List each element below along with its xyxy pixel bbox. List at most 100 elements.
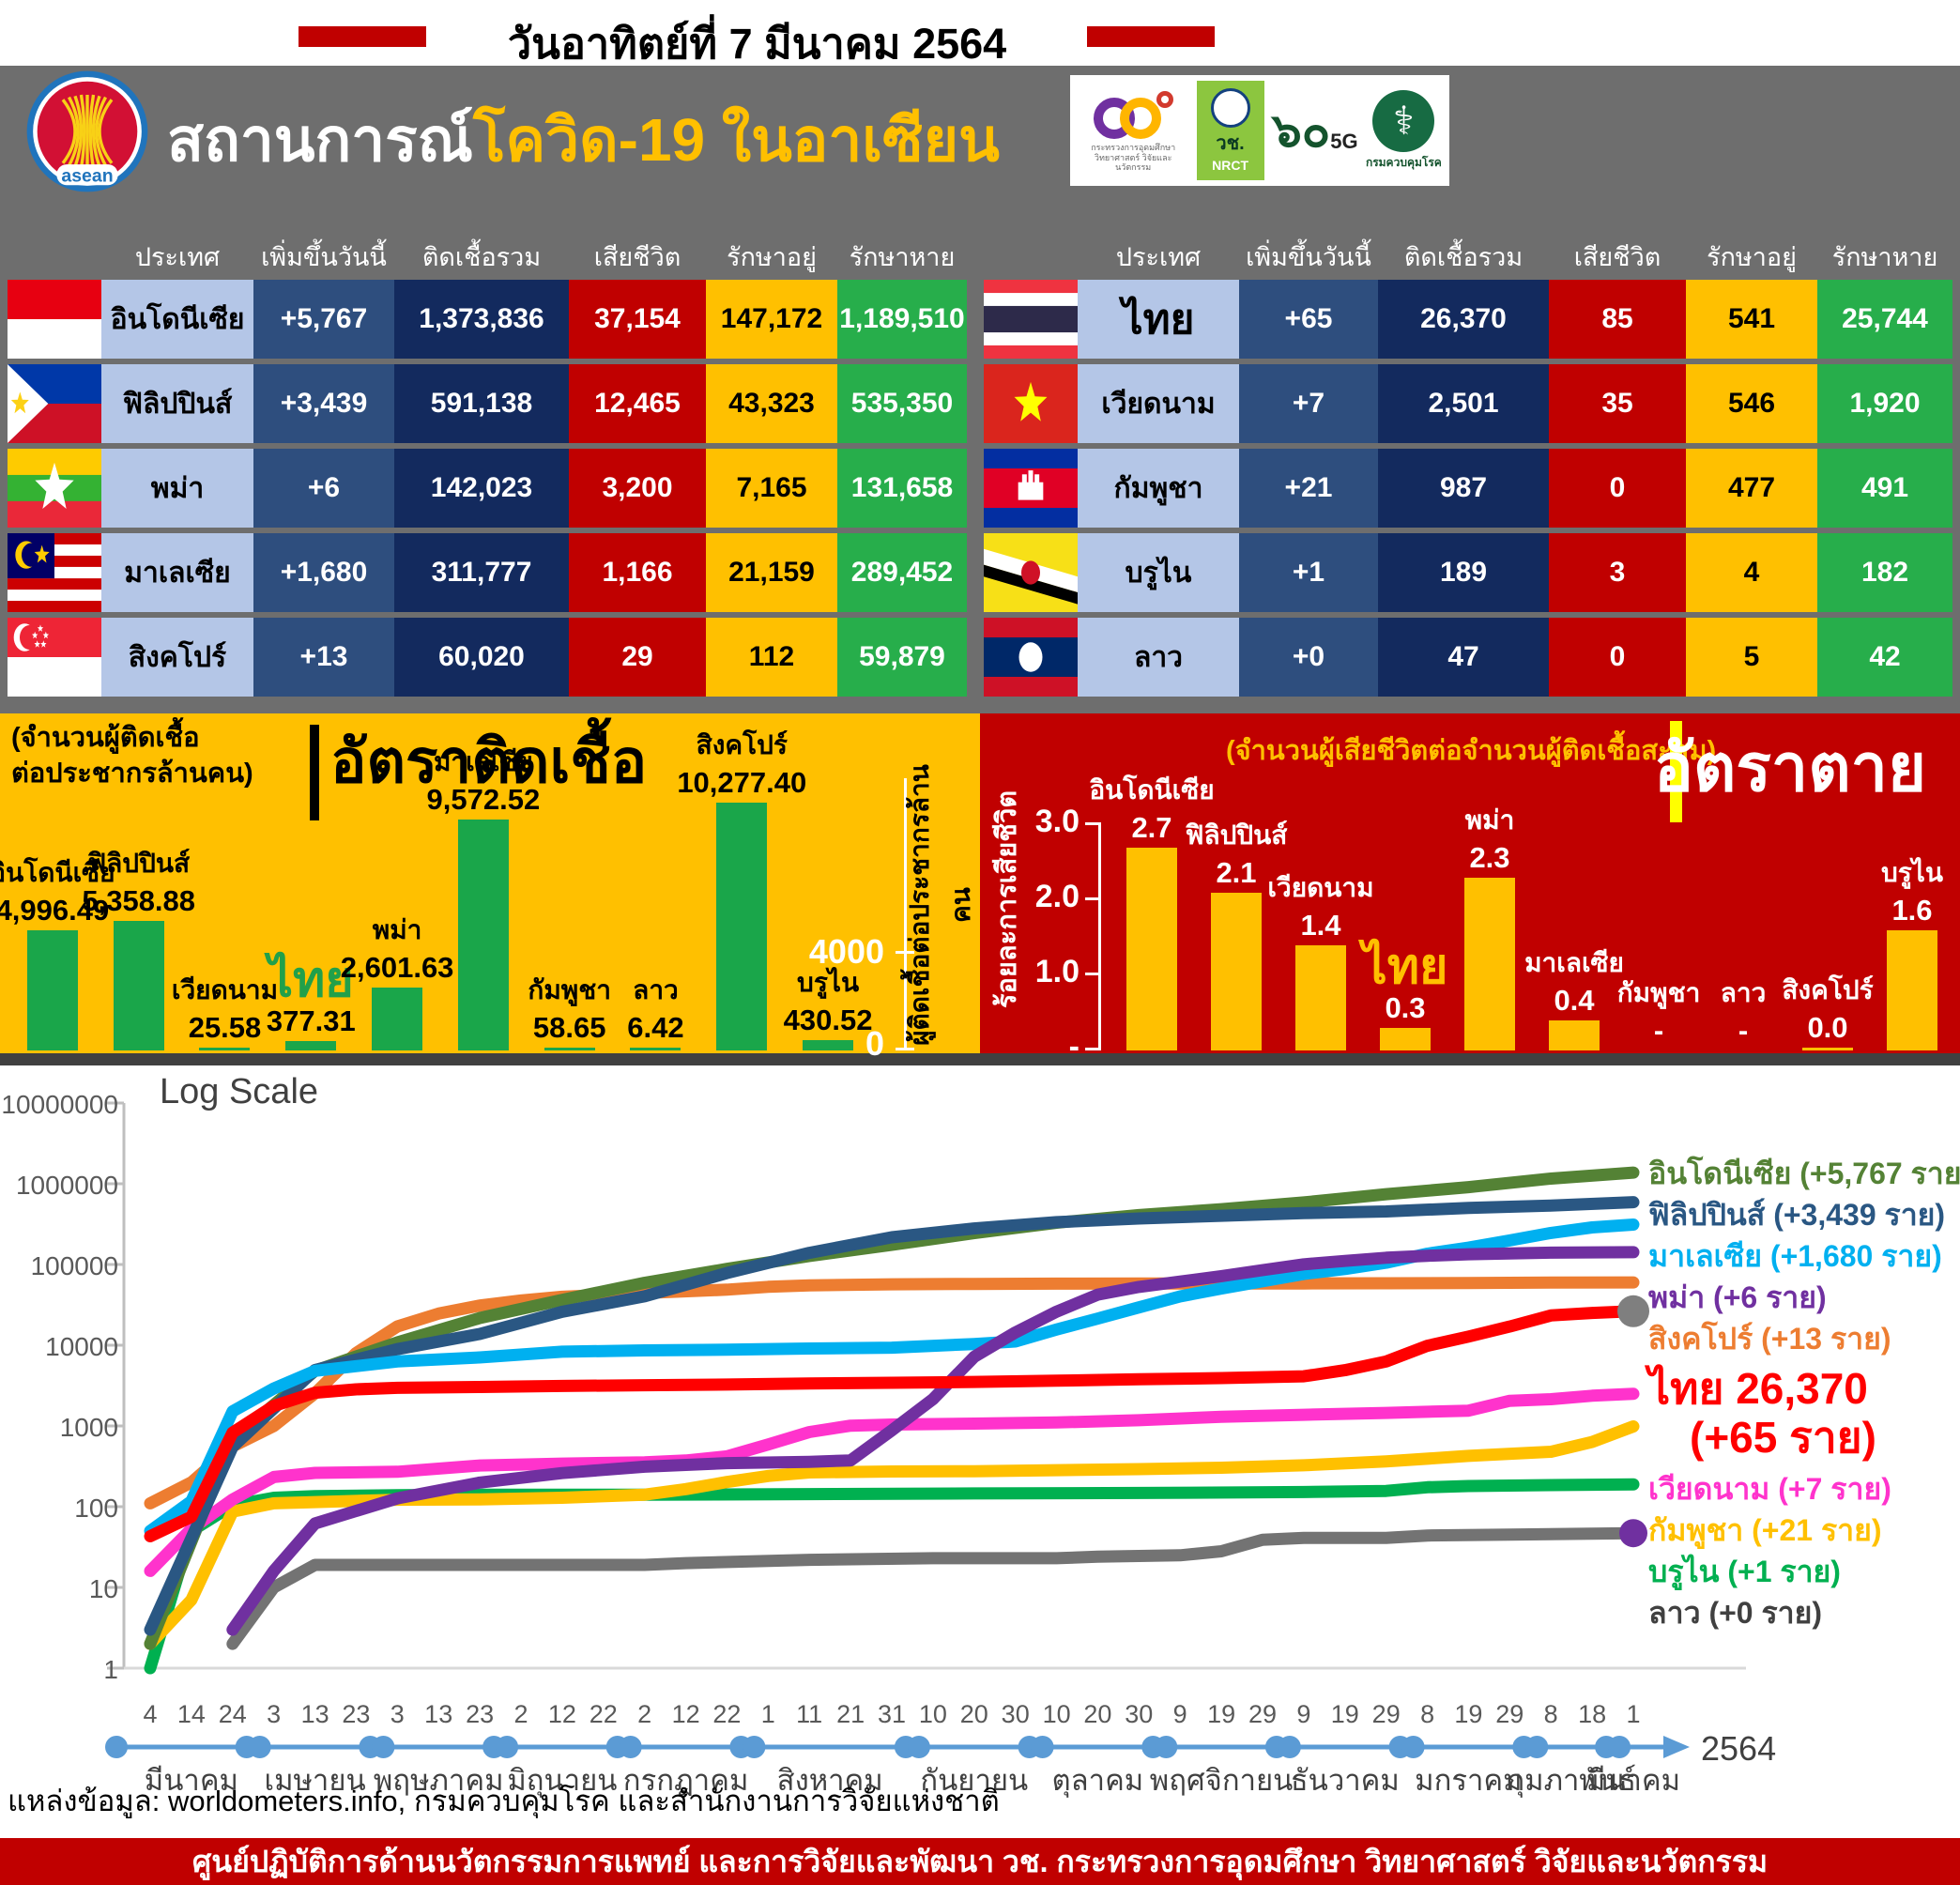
bar-10: บรูไน 430.52: [784, 962, 872, 1050]
bar-label: ลาว: [633, 975, 679, 1004]
country-name: บรูไน: [1078, 533, 1239, 612]
x-month-label: เมษายน: [264, 1764, 365, 1797]
bar-label: พม่า: [1464, 805, 1515, 835]
new-cases-cell: +1,680: [253, 533, 394, 612]
th-flag-icon: [984, 280, 1078, 359]
axis-label-0: 0: [865, 1024, 884, 1063]
x-tick-day: 10: [1043, 1700, 1071, 1728]
country-name: ไทย: [1078, 280, 1239, 359]
x-tick-day: 18: [1578, 1700, 1606, 1728]
x-tick-day: 14: [177, 1700, 206, 1728]
recovered-cell: 59,879: [837, 618, 967, 697]
x-tick-day: 29: [1248, 1700, 1277, 1728]
bar-value: 1.6: [1891, 894, 1933, 927]
my-flag-icon: [8, 533, 101, 612]
bar-label: อินโดนีเซีย: [1089, 775, 1215, 805]
x-tick-day: 9: [1296, 1700, 1310, 1728]
new-cases-cell: +0: [1239, 618, 1378, 697]
bar-value: 6.42: [627, 1011, 684, 1044]
bar-rect: [199, 1048, 251, 1050]
x-tick-day: 20: [1083, 1700, 1111, 1728]
country-tables-section: ประเทศ เพิ่มขึ้นวันนี้ ติดเชื้อรวม เสียชีวิ…: [0, 197, 1960, 713]
total-cases-cell: 591,138: [394, 364, 569, 443]
five-g-label: 5G: [1330, 130, 1358, 153]
total-cases-cell: 2,501: [1378, 364, 1549, 443]
country-name: เวียดนาม: [1078, 364, 1239, 443]
deaths-cell: 0: [1549, 449, 1686, 528]
deaths-cell: 29: [569, 618, 706, 697]
active-cases-cell: 7,165: [706, 449, 837, 528]
x-tick-day: 29: [1372, 1700, 1401, 1728]
bar-8: ลาว -: [1701, 973, 1785, 1050]
x-tick-day: 8: [1544, 1700, 1558, 1728]
id-flag-icon: [8, 280, 101, 359]
x-month-label: สิงหาคม: [777, 1764, 883, 1797]
series-เวียดนาม: [144, 1387, 1640, 1577]
bar-8: ลาว 6.42: [613, 970, 699, 1050]
bar-label: สิงคโปร์: [1782, 975, 1874, 1004]
mhesi-60-icon: [1094, 90, 1174, 139]
recovered-cell: 182: [1817, 533, 1952, 612]
bar-label: อินโดนีเซีย: [0, 857, 115, 887]
total-cases-cell: 26,370: [1378, 280, 1549, 359]
main-header: asean สถานการณ์โควิด-19 ในอาเซียน กระทรว…: [0, 66, 1960, 197]
total-cases-cell: 311,777: [394, 533, 569, 612]
column-header: เพิ่มขึ้นวันนี้: [1246, 243, 1371, 271]
total-cases-cell: 142,023: [394, 449, 569, 528]
bar-value: 0.0: [1807, 1011, 1848, 1044]
axis-label: 2.0: [1034, 879, 1080, 914]
x-month-label: พฤศจิกายน: [1150, 1764, 1294, 1797]
sixty-thai-numerals: ๖๐: [1271, 104, 1331, 157]
y-axis-label: 100000: [31, 1251, 118, 1280]
bar-value: 4,996.49: [0, 893, 110, 927]
page-title-yellow: โควิด-19 ในอาเซียน: [472, 106, 1000, 174]
x-tick-day: 29: [1495, 1700, 1524, 1728]
moph-caption: กรมควบคุมโรค: [1365, 155, 1442, 169]
sg-flag-icon: [8, 618, 101, 697]
country-name: มาเลเซีย: [101, 533, 253, 612]
x-tick-day: 20: [960, 1700, 988, 1728]
title-divider-bar: [310, 725, 319, 820]
nrct-emblem-icon: [1210, 88, 1250, 128]
x-tick-day: 12: [672, 1700, 700, 1728]
table-row: อินโดนีเซีย +5,767 1,373,836 37,154 147,172 1…: [8, 280, 967, 359]
x-month-label: มิถุนายน: [507, 1764, 617, 1798]
recovered-cell: 25,744: [1817, 280, 1952, 359]
x-tick-day: 23: [342, 1700, 370, 1728]
bar-label: ลาว: [1720, 978, 1767, 1007]
bar-rect: [285, 1041, 337, 1050]
ph-flag-icon: [8, 364, 101, 443]
legend-entry: สิงคโปร์ (+13 ราย): [1648, 1321, 1891, 1356]
infection-y-axis: [904, 778, 907, 1050]
bar-1: อินโดนีเซีย 2.7: [1089, 770, 1215, 1050]
axis-tick: [896, 951, 914, 954]
death-chart-title: อัตราตาย: [1653, 731, 1926, 805]
bar-label: เวียดนาม: [171, 975, 279, 1004]
x-tick-day: 2: [513, 1700, 528, 1728]
bar-3: เวียดนาม 1.4: [1267, 867, 1374, 1050]
bar-4: ไทย 0.3: [1363, 942, 1447, 1050]
country-name: สิงคโปร์: [101, 618, 253, 697]
column-header: รักษาอยู่: [1707, 243, 1797, 271]
deaths-cell: 3,200: [569, 449, 706, 528]
series-end-dot: [1617, 1295, 1649, 1327]
active-cases-cell: 546: [1686, 364, 1817, 443]
bar-rect: [630, 1048, 681, 1050]
x-tick-day: 12: [548, 1700, 576, 1728]
bar-rect: [803, 1039, 854, 1050]
x-tick-day: 3: [267, 1700, 281, 1728]
log-line-chart: Log Scale 10000000 1000000 100000 10000 1000 1…: [1, 1072, 1960, 1799]
x-tick-day: 1: [761, 1700, 775, 1728]
y-axis-label: 10000: [45, 1332, 118, 1361]
bar-label: มาเลเซีย: [1524, 948, 1624, 977]
y-axis-label: 10: [89, 1574, 118, 1603]
recovered-cell: 535,350: [837, 364, 967, 443]
x-tick-day: 23: [466, 1700, 494, 1728]
x-month-label: ธันวาคม: [1291, 1764, 1400, 1797]
x-tick-day: 8: [1420, 1700, 1434, 1728]
bar-4: ไทย 377.31: [267, 956, 356, 1050]
column-header: ติดเชื้อรวม: [421, 243, 542, 271]
x-tick-day: 21: [836, 1700, 865, 1728]
bar-rect: [1549, 1020, 1600, 1050]
nrct-thai-abbr: วช.: [1216, 133, 1245, 154]
